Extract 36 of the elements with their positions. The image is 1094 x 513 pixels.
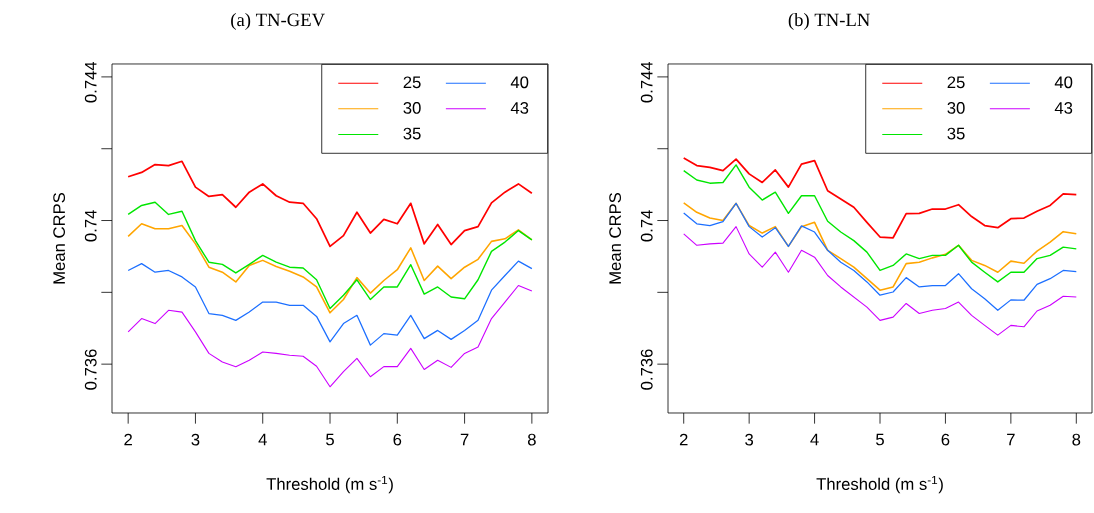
legend-label: 43 [510,102,529,114]
x-tick-label: 5 [326,433,334,446]
x-tick-label: 8 [527,433,536,446]
legend-label: 30 [947,102,965,114]
y-tick-label: 0.74 [84,210,97,242]
y-axis-title: Mean CRPS [53,192,66,284]
legend-label: 25 [403,76,421,89]
x-tick-label: 3 [745,433,754,446]
legend-label: 43 [1054,102,1073,114]
legend-label: 25 [947,76,965,89]
x-tick-label: 4 [258,433,267,446]
legend-label: 30 [403,102,421,114]
y-tick-label: 0.744 [84,61,97,103]
chart-title: (a) TN-GEV [231,13,325,30]
legend-label: 40 [510,76,529,89]
chart-title: (b) TN-LN [788,13,870,30]
y-tick-label: 0.736 [84,349,97,390]
x-tick-label: 2 [124,433,132,446]
legend-label: 40 [1054,76,1073,89]
x-tick-label: 5 [876,433,884,446]
y-tick-label: 0.744 [640,61,653,103]
x-axis-title: Threshold (m s$^{-1}$) [816,475,943,494]
x-tick-label: 2 [679,433,688,446]
x-tick-label: 4 [810,433,819,446]
x-tick-label: 7 [460,433,469,446]
y-tick-label: 0.736 [640,349,653,390]
y-axis-title: Mean CRPS [609,192,622,284]
legend-label: 35 [947,127,965,140]
x-tick-label: 8 [1072,433,1081,446]
x-tick-label: 6 [393,433,402,446]
x-tick-label: 6 [941,433,950,446]
legend-label: 35 [403,127,421,140]
x-tick-label: 7 [1007,433,1015,446]
x-axis-title: Threshold (m s$^{-1}$) [266,475,393,494]
x-tick-label: 3 [191,433,200,446]
y-tick-label: 0.74 [640,210,653,242]
